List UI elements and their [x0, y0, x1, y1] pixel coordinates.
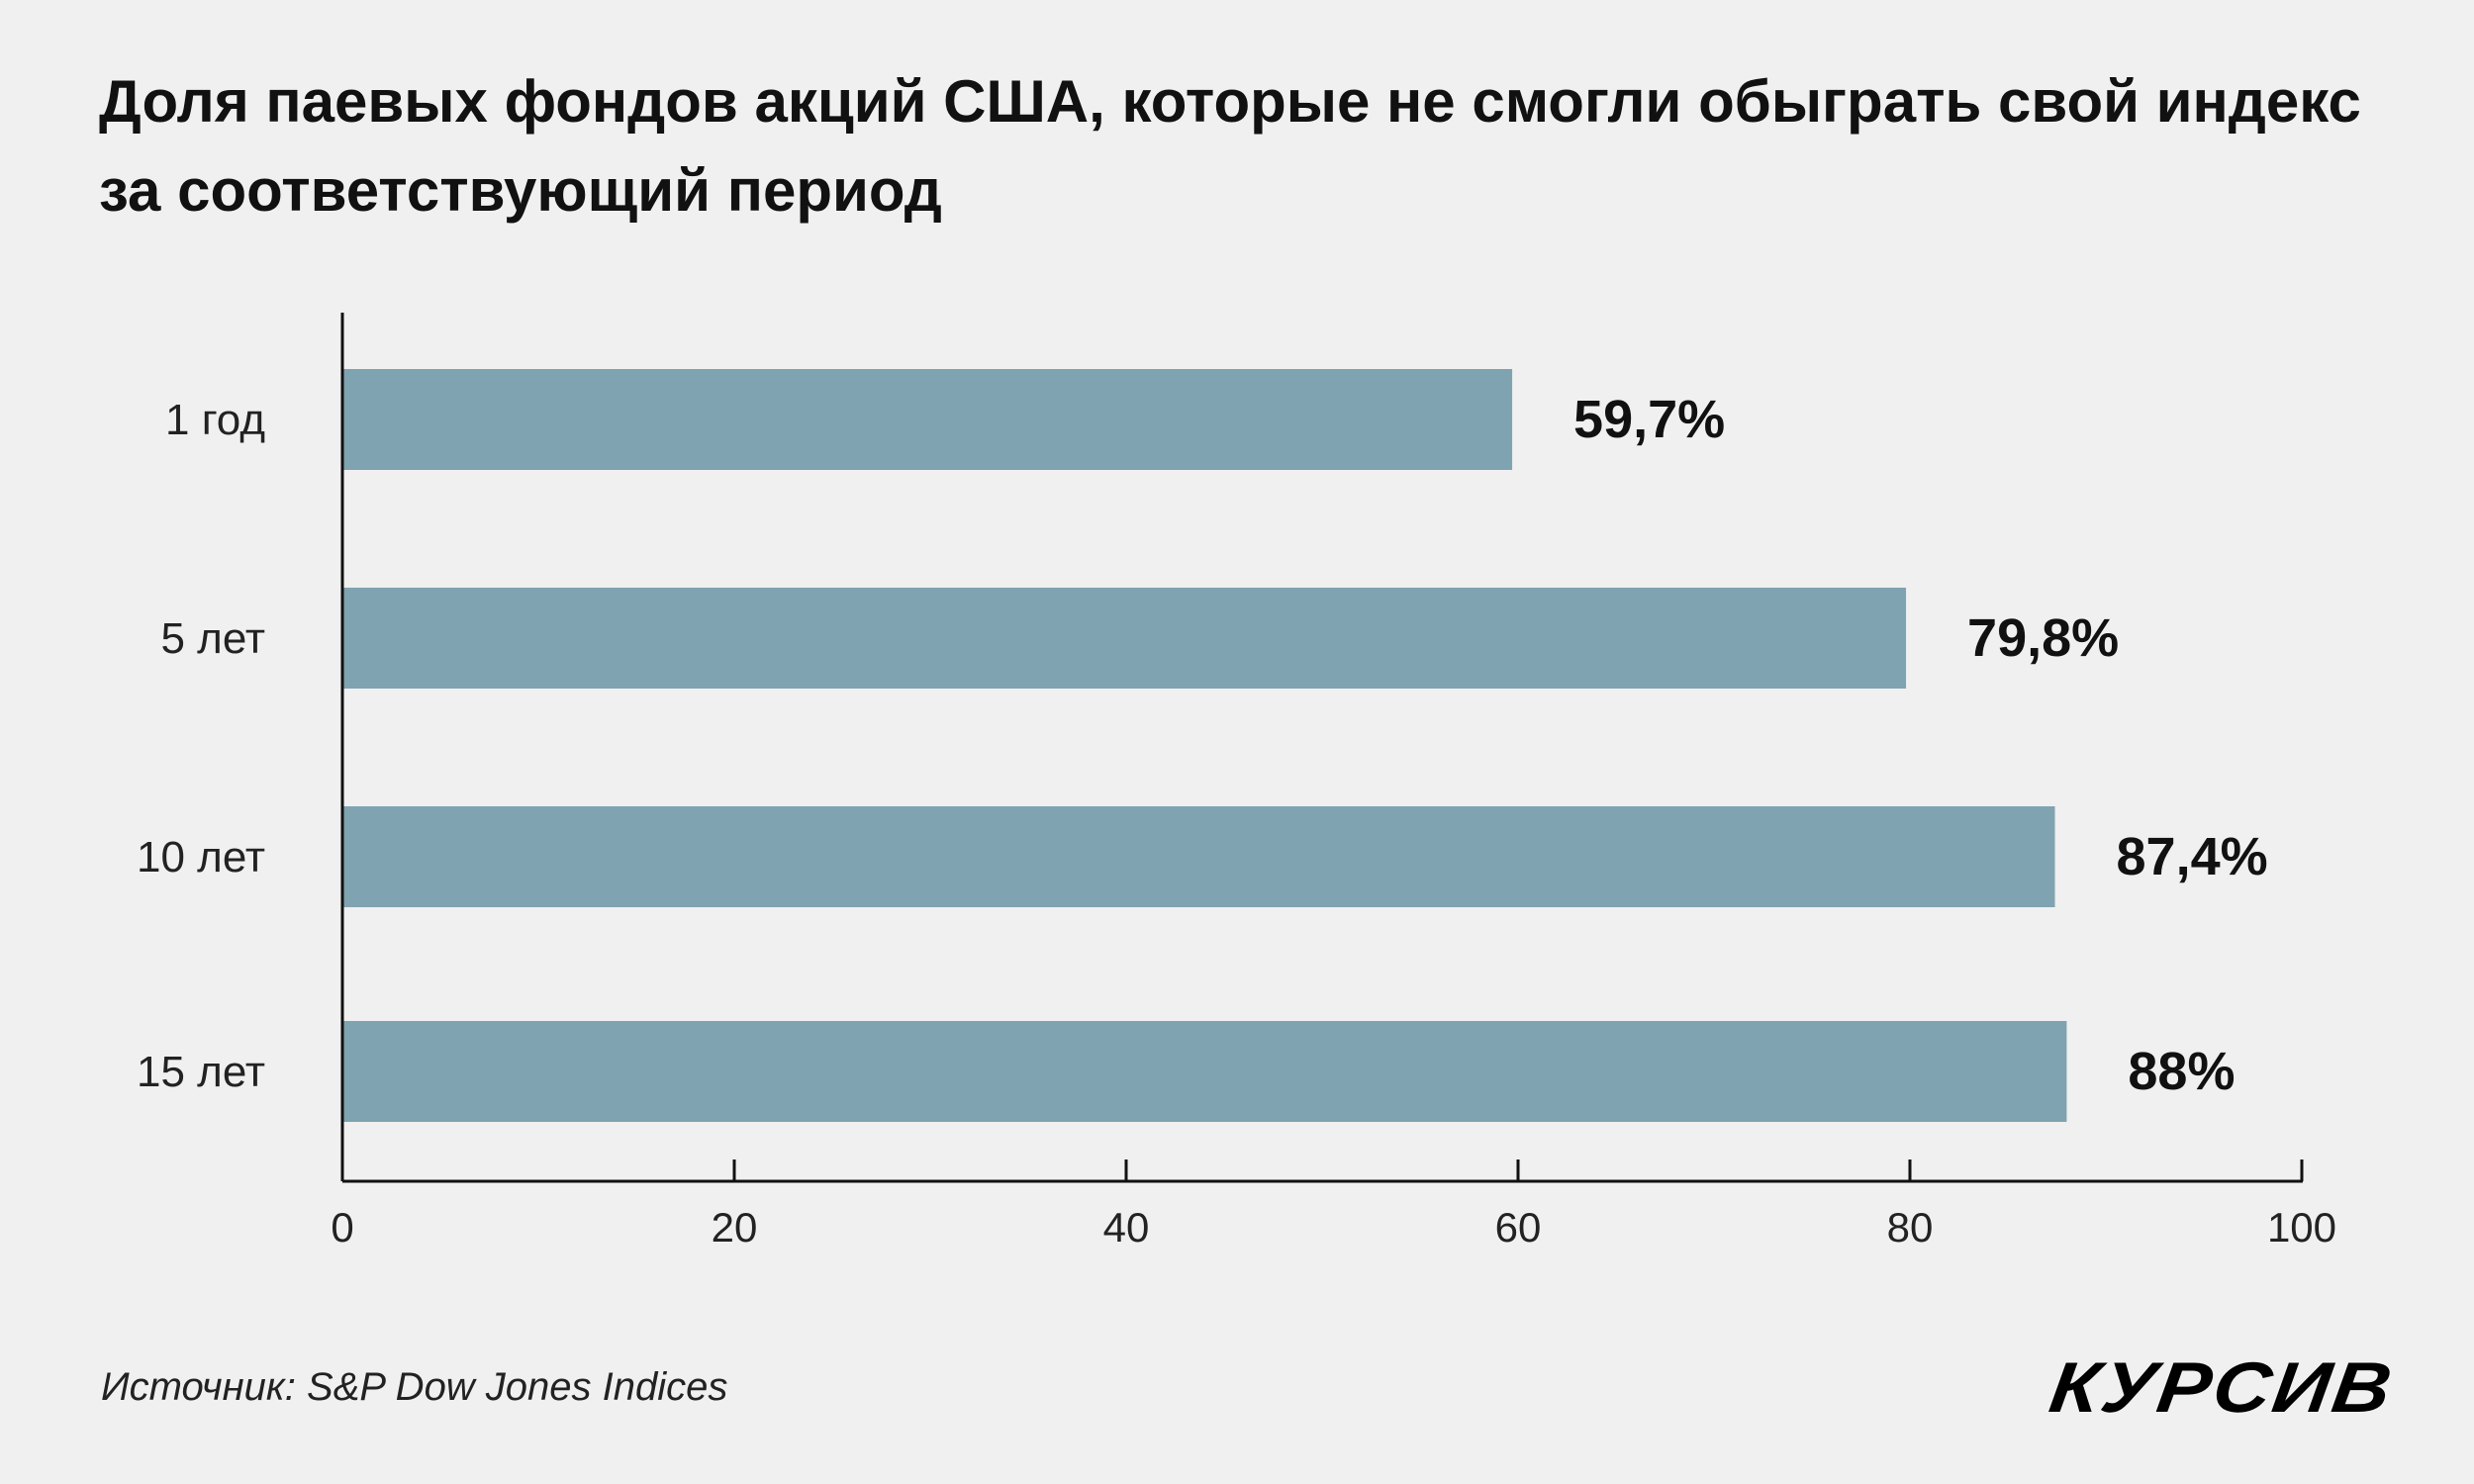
data-label: 88% — [2128, 1042, 2235, 1101]
x-tick-label: 20 — [712, 1204, 758, 1251]
data-label: 79,8% — [1967, 608, 2119, 668]
category-label: 5 лет — [160, 614, 265, 663]
x-tick-label: 80 — [1887, 1204, 1934, 1251]
bar-3 — [342, 806, 2055, 907]
data-label: 87,4% — [2117, 827, 2268, 886]
chart-title: Доля паевых фондов акций США, которые не… — [99, 68, 2361, 224]
x-tick-label: 40 — [1103, 1204, 1150, 1251]
x-tick-label: 0 — [331, 1204, 353, 1251]
bar-1 — [342, 369, 1513, 470]
x-tick-label: 60 — [1495, 1204, 1542, 1251]
data-label: 59,7% — [1573, 390, 1725, 449]
x-tick-label: 100 — [2267, 1204, 2336, 1251]
bar-2 — [342, 588, 1907, 689]
bar-4 — [342, 1021, 2067, 1122]
category-label: 1 год — [165, 396, 265, 444]
kursiv-logo: КУРСИВ — [2045, 1348, 2399, 1428]
source-note: Источник: S&P Dow Jones Indices — [101, 1365, 728, 1409]
category-label: 15 лет — [137, 1048, 265, 1096]
category-label: 10 лет — [137, 833, 265, 881]
